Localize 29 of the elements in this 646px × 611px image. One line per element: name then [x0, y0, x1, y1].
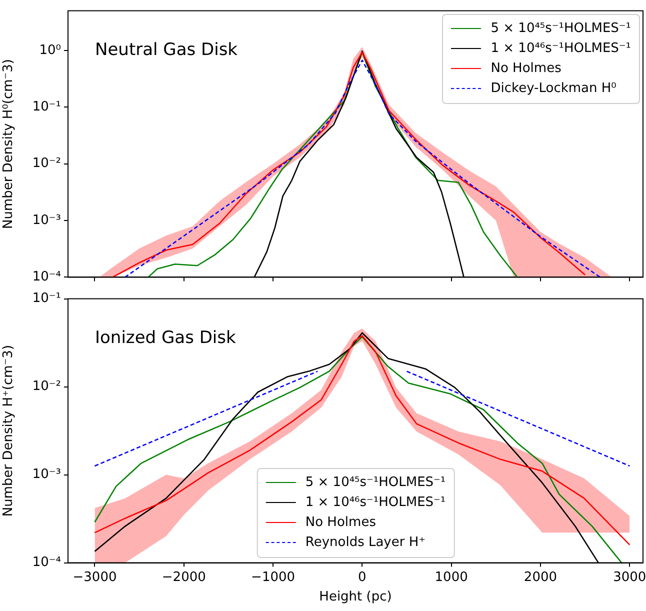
y-tick-label: 10⁰ — [39, 42, 61, 58]
x-tick-label: 2000 — [524, 570, 558, 585]
x-axis-title: Height (pc) — [319, 590, 392, 605]
y-tick-label: 10⁻³ — [32, 467, 61, 482]
y-axis-title: Number Density H⁰(cm⁻3) — [1, 59, 16, 229]
y-tick-label: 10⁻² — [32, 379, 61, 394]
y-tick-label: 10⁻⁴ — [32, 555, 61, 570]
legend-label: No Holmes — [305, 514, 376, 532]
y-tick-label: 10⁻⁴ — [32, 270, 61, 285]
x-tick-label: −1000 — [251, 570, 296, 585]
x-tick-label: 3000 — [613, 570, 646, 585]
legend-label: Reynolds Layer H⁺ — [305, 534, 426, 552]
y-tick-label: 10⁻¹ — [32, 291, 61, 306]
x-tick-label: 1000 — [434, 570, 468, 585]
annotation: Ionized Gas Disk — [95, 328, 236, 348]
legend-label: 5 × 10⁴⁵s⁻¹HOLMES⁻¹ — [490, 20, 631, 38]
legend-label: 1 × 10⁴⁶s⁻¹HOLMES⁻¹ — [305, 494, 446, 512]
legend-label: 5 × 10⁴⁵s⁻¹HOLMES⁻¹ — [305, 474, 446, 492]
y-axis-title: Number Density H⁺(cm⁻3) — [1, 344, 16, 517]
x-tick-label: −3000 — [72, 570, 117, 585]
x-tick-label: −2000 — [162, 570, 206, 585]
legend-label: Dickey-Lockman H⁰ — [490, 80, 616, 98]
annotation: Neutral Gas Disk — [95, 40, 238, 60]
x-tick-label: 0 — [358, 570, 366, 585]
legend-label: No Holmes — [490, 60, 562, 78]
y-tick-label: 10⁻³ — [32, 212, 61, 228]
y-tick-label: 10⁻¹ — [32, 99, 61, 114]
y-tick-label: 10⁻² — [32, 156, 61, 172]
legend-label: 1 × 10⁴⁶s⁻¹HOLMES⁻¹ — [490, 40, 631, 58]
